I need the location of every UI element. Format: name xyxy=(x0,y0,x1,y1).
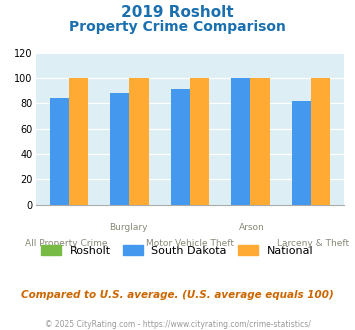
Bar xyxy=(190,78,209,205)
Text: Arson: Arson xyxy=(239,223,264,232)
Text: 2019 Rosholt: 2019 Rosholt xyxy=(121,5,234,20)
Text: Burglary: Burglary xyxy=(109,223,147,232)
Text: Larceny & Theft: Larceny & Theft xyxy=(277,239,350,248)
Text: Compared to U.S. average. (U.S. average equals 100): Compared to U.S. average. (U.S. average … xyxy=(21,290,334,300)
Legend: Rosholt, South Dakota, National: Rosholt, South Dakota, National xyxy=(37,241,318,260)
Bar xyxy=(311,78,330,205)
Text: © 2025 CityRating.com - https://www.cityrating.com/crime-statistics/: © 2025 CityRating.com - https://www.city… xyxy=(45,320,310,329)
Bar xyxy=(291,101,311,205)
Bar xyxy=(50,98,69,205)
Bar xyxy=(170,89,190,205)
Bar xyxy=(69,78,88,205)
Text: Property Crime Comparison: Property Crime Comparison xyxy=(69,20,286,34)
Bar xyxy=(231,78,250,205)
Bar xyxy=(250,78,270,205)
Text: All Property Crime: All Property Crime xyxy=(25,239,108,248)
Bar xyxy=(130,78,149,205)
Bar xyxy=(110,93,130,205)
Text: Motor Vehicle Theft: Motor Vehicle Theft xyxy=(146,239,234,248)
